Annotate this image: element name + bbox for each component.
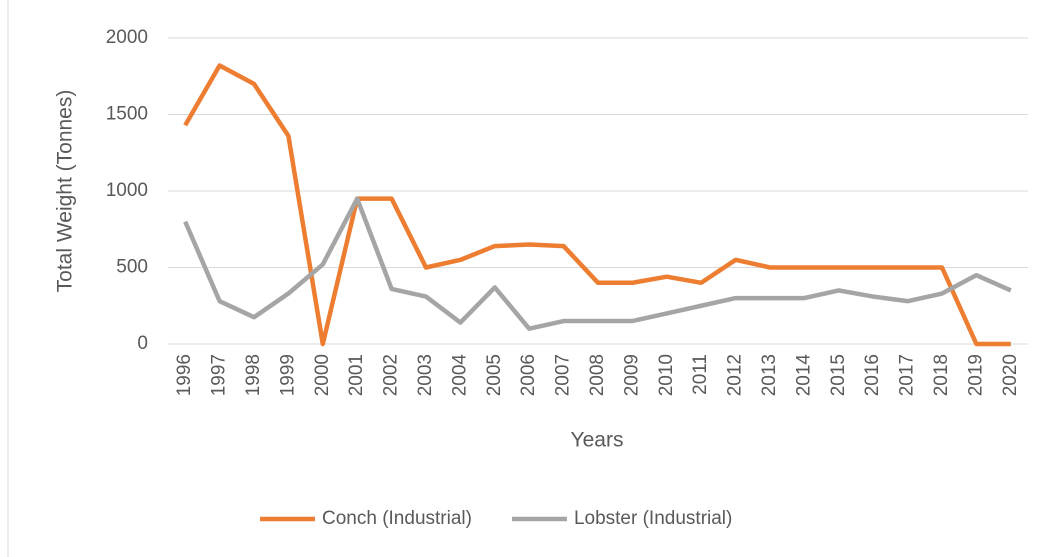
x-tick-label: 1999 [277,354,298,396]
y-tick-label: 0 [137,333,148,354]
x-tick-label: 2006 [518,354,539,396]
y-tick-label: 1500 [106,104,148,125]
series-line [183,63,1011,347]
x-tick-label: 2009 [621,354,642,396]
y-axis-label: Total Weight (Tonnes) [54,90,77,293]
x-tick-label: 2015 [828,354,849,396]
x-tick-label: 2019 [965,354,986,396]
series-line [183,196,1012,331]
x-tick-label: 1997 [209,354,230,396]
x-tick-label: 2004 [449,354,470,397]
x-tick-label: 2001 [346,354,367,396]
x-tick-label: 2014 [793,354,814,397]
legend-label: Conch (Industrial) [322,508,472,529]
x-tick-label: 2012 [725,354,746,396]
x-tick-label: 2011 [690,354,711,395]
x-tick-label: 2017 [897,354,918,396]
x-tick-label: 1996 [174,354,195,396]
x-tick-label: 2008 [587,354,608,396]
y-tick-label: 2000 [106,27,148,48]
x-tick-label: 2016 [862,354,883,396]
x-tick-label: 2018 [931,354,952,396]
x-tick-label: 2005 [484,354,505,396]
y-tick-label: 500 [116,257,148,278]
x-tick-label: 2013 [759,354,780,396]
x-tick-label: 2010 [656,354,677,396]
x-tick-label: 1998 [243,354,264,396]
y-tick-label: 1000 [106,180,148,201]
legend-label: Lobster (Industrial) [574,508,732,529]
x-tick-label: 2002 [381,354,402,396]
x-tick-label: 2020 [1000,354,1021,396]
x-axis-label: Years [571,429,624,452]
x-tick-label: 2003 [415,354,436,396]
x-tick-label: 2007 [553,354,574,396]
x-tick-label: 2000 [312,354,333,396]
